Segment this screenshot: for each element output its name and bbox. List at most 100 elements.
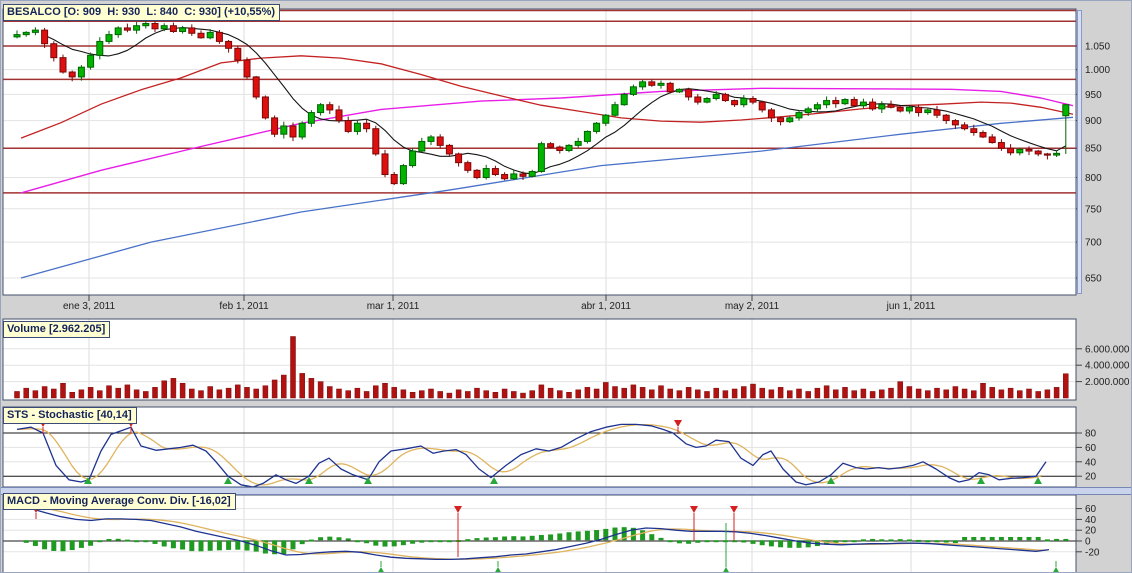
- macd-histogram-bar: [520, 536, 526, 541]
- candle-body: [611, 104, 619, 116]
- volume-bar: [373, 385, 379, 399]
- macd-histogram-bar: [88, 540, 94, 546]
- volume-bar: [906, 386, 913, 399]
- candle-body: [22, 31, 30, 36]
- panel-splitter[interactable]: [1, 487, 1131, 495]
- candle-body: [970, 128, 978, 134]
- time-axis[interactable]: [3, 295, 1076, 315]
- price-panel-border: [2, 8, 1077, 296]
- macd-histogram-bar: [750, 540, 756, 544]
- candle-body: [243, 59, 251, 78]
- stochastic-plot-area[interactable]: [3, 407, 1076, 487]
- macd-histogram-bar: [796, 540, 802, 548]
- time-axis-label: may 2, 2011: [725, 301, 780, 312]
- price-axis[interactable]: [1082, 9, 1131, 295]
- macd-histogram-bar: [888, 539, 894, 542]
- macd-histogram-bar: [483, 537, 489, 541]
- macd-histogram-bar: [621, 527, 627, 541]
- stoch-axis-label: 60: [1085, 443, 1097, 454]
- stoch-axis-label: 40: [1085, 457, 1097, 468]
- candle-body: [436, 136, 444, 146]
- volume-panel-header[interactable]: Volume [2.962.205]: [3, 321, 111, 338]
- price-axis-label: 950: [1085, 90, 1102, 101]
- price-panel-scrollbar[interactable]: [1077, 10, 1082, 294]
- macd-histogram-bar: [354, 540, 360, 543]
- volume-bar: [796, 388, 802, 399]
- volume-axis-label: 2.000.000: [1085, 377, 1130, 388]
- volume-bar: [32, 390, 39, 399]
- volume-bar: [345, 390, 351, 399]
- volume-bar: [741, 386, 747, 399]
- candle-body: [602, 114, 610, 124]
- volume-bar: [529, 390, 535, 399]
- macd-histogram-bar: [759, 540, 765, 546]
- volume-bar: [189, 388, 195, 399]
- volume-bar: [980, 382, 986, 399]
- stoch-axis-label: 80: [1085, 429, 1097, 440]
- candle-body: [832, 100, 840, 105]
- macd-histogram-bar: [1017, 536, 1023, 541]
- volume-bar: [639, 387, 646, 399]
- volume-bar: [547, 387, 554, 399]
- candle-body: [31, 29, 39, 33]
- price-panel-header[interactable]: BESALCO [O: 909 H: 930 L: 840 C: 930] (+…: [3, 4, 281, 21]
- price-axis-label: 900: [1085, 116, 1102, 127]
- macd-histogram-bar: [584, 530, 590, 541]
- volume-bar: [281, 374, 287, 399]
- macd-histogram-bar: [198, 540, 204, 552]
- candle-body: [169, 25, 177, 32]
- macd-histogram-bar: [42, 540, 48, 550]
- candle-body: [961, 124, 969, 130]
- price-plot-area[interactable]: [3, 9, 1076, 295]
- volume-bar: [336, 388, 342, 399]
- candle-body: [1043, 153, 1051, 156]
- macd-histogram-bar: [299, 540, 305, 545]
- volume-bar: [621, 387, 627, 399]
- volume-bar: [612, 386, 618, 399]
- volume-bar: [253, 388, 259, 399]
- volume-bar: [198, 390, 204, 399]
- price-axis-label: 800: [1085, 173, 1102, 184]
- macd-histogram-bar: [511, 536, 517, 541]
- short-ma-black: [44, 27, 1067, 175]
- volume-axis[interactable]: [1082, 319, 1131, 400]
- stochastic-panel-header[interactable]: STS - Stochastic [40,14]: [3, 407, 137, 424]
- volume-bar: [133, 389, 140, 399]
- macd-histogram-bar: [952, 540, 958, 544]
- volume-bar: [842, 387, 848, 399]
- candle-body: [353, 122, 361, 132]
- volume-plot-area[interactable]: [3, 319, 1076, 400]
- price-chart: [3, 9, 1076, 279]
- volume-bar: [630, 384, 637, 399]
- candle-body: [381, 153, 389, 176]
- candle-body: [473, 169, 481, 179]
- volume-bar: [538, 384, 545, 399]
- price-axis-label: 650: [1085, 273, 1102, 284]
- macd-histogram-bar: [446, 540, 452, 543]
- macd-histogram-bar: [732, 540, 738, 543]
- macd-panel-header[interactable]: MACD - Moving Average Conv. Div. [-16,02…: [3, 493, 236, 510]
- macd-histogram-bar: [998, 536, 1004, 541]
- stochastic-axis[interactable]: [1082, 407, 1131, 487]
- macd-histogram-bar: [529, 535, 535, 541]
- volume-bar: [87, 387, 94, 399]
- macd-indicator: [3, 505, 1076, 572]
- candle-body: [409, 150, 417, 167]
- candle-body: [482, 168, 490, 179]
- macd-histogram-bar: [216, 540, 222, 551]
- volume-bar: [409, 392, 416, 399]
- macd-histogram-bar: [373, 540, 379, 546]
- candle-body: [363, 122, 371, 130]
- price-axis-label: 1.050: [1085, 42, 1110, 53]
- candle-body: [639, 81, 647, 88]
- macd-histogram-bar: [566, 532, 572, 541]
- macd-histogram-bar: [686, 540, 692, 544]
- candle-body: [528, 171, 536, 177]
- volume-bar: [235, 384, 241, 399]
- volume-bar: [833, 389, 839, 399]
- volume-bar: [713, 387, 719, 399]
- macd-histogram-bar: [51, 540, 57, 551]
- macd-histogram-bar: [180, 540, 186, 550]
- macd-axis[interactable]: [1082, 495, 1131, 572]
